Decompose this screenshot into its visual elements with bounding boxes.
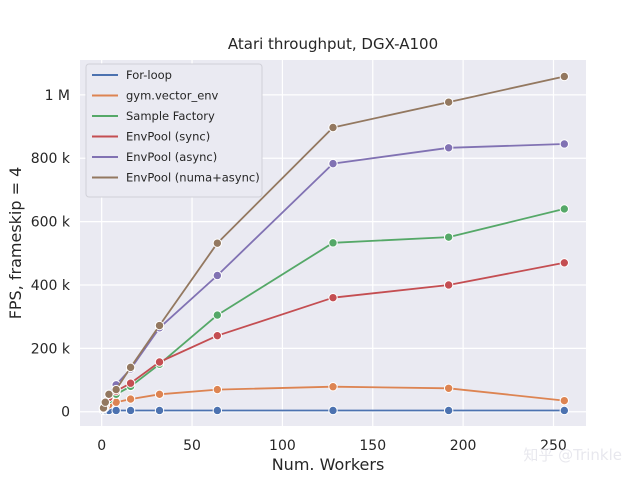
y-tick-label: 1 M: [45, 88, 70, 104]
x-tick-label: 0: [97, 438, 106, 454]
data-point: [125, 405, 136, 416]
data-point: [104, 389, 114, 400]
data-point: [328, 382, 338, 392]
x-tick-label: 200: [450, 438, 477, 454]
x-tick-label: 50: [183, 438, 201, 454]
data-point: [154, 320, 165, 331]
data-point: [328, 122, 338, 133]
y-tick-label: 0: [61, 405, 70, 421]
data-point: [328, 158, 338, 169]
data-point: [443, 143, 454, 153]
data-point: [111, 405, 121, 416]
x-tick-label: 150: [359, 438, 386, 454]
data-point: [212, 405, 223, 416]
y-tick-label: 800 k: [31, 151, 71, 167]
y-axis-label: FPS, frameskip = 4: [6, 167, 25, 320]
series-5: [98, 71, 570, 413]
data-point: [212, 270, 223, 281]
x-tick-label: 250: [540, 438, 567, 454]
data-point: [328, 238, 338, 248]
legend-entry: Sample Factory: [126, 109, 215, 123]
series-lines: [98, 71, 570, 416]
data-point: [328, 405, 338, 416]
data-point: [100, 397, 111, 407]
data-point: [443, 232, 454, 242]
data-point: [328, 292, 338, 303]
legend: For-loop gym.vector_env Sample Factory EnvP…: [85, 63, 263, 198]
data-point: [443, 383, 454, 393]
watermark: 知乎 @Trinkle: [523, 446, 622, 464]
data-point: [559, 395, 570, 406]
data-point: [443, 405, 454, 416]
data-point: [559, 204, 570, 214]
data-point: [154, 389, 165, 400]
data-point: [212, 238, 223, 248]
grid: [80, 60, 586, 426]
y-tick-label: 600 k: [31, 215, 71, 231]
data-point: [212, 330, 223, 341]
x-tick-labels: 0 50 100 150 200 250: [97, 438, 567, 454]
data-point: [125, 362, 136, 373]
x-tick-label: 100: [269, 438, 296, 454]
y-tick-labels: 0 200 k 400 k 600 k 800 k 1 M: [31, 88, 71, 421]
data-point: [212, 310, 223, 320]
data-point: [443, 97, 454, 107]
data-point: [125, 378, 136, 388]
y-tick-label: 200 k: [31, 341, 71, 357]
chart-title: Atari throughput, DGX-A100: [228, 35, 438, 53]
data-point: [443, 280, 454, 290]
data-point: [559, 71, 570, 82]
data-point: [212, 384, 223, 395]
data-point: [559, 258, 570, 268]
legend-entry: EnvPool (numa+async): [126, 171, 260, 185]
data-point: [559, 139, 570, 149]
data-point: [154, 405, 165, 416]
data-point: [154, 357, 165, 367]
legend-box: [85, 63, 263, 198]
y-tick-label: 400 k: [31, 278, 71, 294]
legend-entry: gym.vector_env: [126, 89, 219, 103]
legend-entry: EnvPool (async): [126, 150, 217, 164]
legend-entry: EnvPool (sync): [126, 130, 210, 144]
x-axis-label: Num. Workers: [272, 455, 385, 474]
data-point: [125, 394, 136, 404]
data-point: [559, 405, 570, 416]
data-point: [111, 384, 121, 395]
legend-entry: For-loop: [126, 68, 172, 82]
